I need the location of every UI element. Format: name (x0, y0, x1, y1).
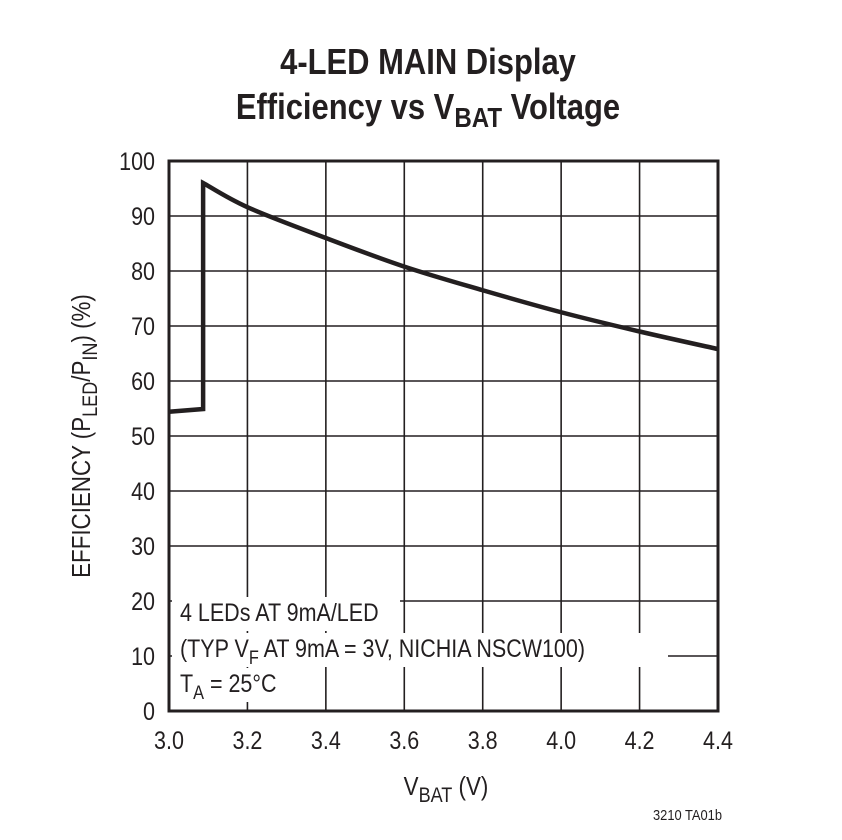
x-tick-label: 3.6 (389, 726, 419, 754)
chart-title-line1: 4-LED MAIN Display (280, 43, 576, 83)
tick-labels: 3.0 3.2 3.4 3.6 3.8 4.0 4.2 4.4 0 10 20 30 40 50 60 70 8… (119, 147, 733, 754)
y-tick-label: 20 (131, 587, 155, 615)
x-tick-label: 4.0 (546, 726, 576, 754)
efficiency-curve (168, 179, 719, 415)
x-tick-label: 4.4 (703, 726, 733, 754)
y-tick-label: 80 (131, 257, 155, 285)
y-tick-label: 60 (131, 367, 155, 395)
annotation-line1: 4 LEDs AT 9mA/LED (180, 598, 379, 626)
x-tick-label: 4.2 (625, 726, 655, 754)
x-tick-label: 3.4 (311, 726, 341, 754)
x-axis-label: VBAT (V) (404, 772, 489, 807)
y-tick-label: 40 (131, 477, 155, 505)
annotation-line2: (TYP VF AT 9mA = 3V, NICHIA NSCW100) (180, 634, 585, 668)
y-tick-label: 10 (131, 642, 155, 670)
annotation: 4 LEDs AT 9mA/LED (TYP VF AT 9mA = 3V, NI… (167, 159, 720, 713)
y-axis-label: EFFICIENCY (PLED/PIN) (%) (67, 294, 102, 578)
x-tick-label: 3.2 (232, 726, 262, 754)
plot-frame-overlay (167, 159, 720, 713)
y-tick-label: 30 (131, 532, 155, 560)
annotation-background (172, 668, 296, 702)
x-tick-label: 3.0 (154, 726, 184, 754)
annotation-background (172, 633, 668, 667)
x-tick-label: 3.8 (468, 726, 498, 754)
chart-title-line2: Efficiency vs VBAT Voltage (236, 88, 620, 134)
annotation-background (172, 597, 400, 631)
y-tick-label: 0 (143, 697, 155, 725)
figure-id: 3210 TA01b (653, 806, 722, 823)
annotation-line3: TA = 25°C (180, 669, 277, 703)
y-tick-label: 70 (131, 312, 155, 340)
y-tick-label: 90 (131, 202, 155, 230)
y-tick-label: 50 (131, 422, 155, 450)
y-tick-label: 100 (119, 147, 155, 175)
